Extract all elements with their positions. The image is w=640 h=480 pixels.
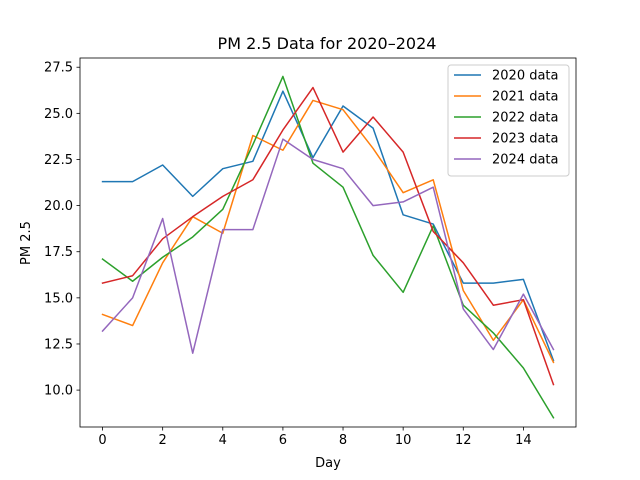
series-line-3: [101, 75, 555, 419]
y-tick-label: 25.0: [44, 107, 73, 122]
legend-label-2: 2021 data: [492, 90, 559, 105]
y-tick-label: 17.5: [44, 245, 73, 260]
x-tick-label: 14: [515, 433, 532, 448]
x-tick-label: 0: [98, 433, 106, 448]
y-tick-label: 20.0: [44, 199, 73, 214]
plot-frame: [79, 57, 577, 428]
legend-box: [447, 64, 570, 177]
chart-title: PM 2.5 Data for 2020–2024: [218, 34, 437, 53]
legend: 2020 data 2021 data 2022 data 2023 data 2024…: [447, 64, 570, 177]
series-line-4: [101, 86, 555, 386]
y-tick-label: 15.0: [44, 291, 73, 306]
x-tick-label: 2: [159, 433, 167, 448]
y-axis-title: PM 2.5: [19, 221, 34, 265]
y-axis: 10.0 12.5 15.0 17.5 20.0 22.5 25.0 27.5: [44, 61, 80, 399]
plot-area: [79, 57, 577, 428]
legend-label-1: 2020 data: [492, 69, 559, 84]
x-tick-label: 10: [395, 433, 412, 448]
y-tick-label: 12.5: [44, 337, 73, 352]
x-tick-label: 12: [455, 433, 472, 448]
x-tick-label: 6: [279, 433, 287, 448]
legend-label-4: 2023 data: [492, 132, 559, 147]
x-tick-label: 8: [339, 433, 347, 448]
y-tick-label: 27.5: [44, 61, 73, 76]
y-tick-label: 22.5: [44, 153, 73, 168]
series-line-5: [101, 138, 555, 354]
x-tick-label: 4: [219, 433, 227, 448]
legend-label-3: 2022 data: [492, 111, 559, 126]
legend-label-5: 2024 data: [492, 153, 559, 168]
x-axis-title: Day: [315, 456, 341, 471]
series-line-2: [101, 99, 555, 364]
y-tick-label: 10.0: [44, 384, 73, 399]
x-axis: 0 2 4 6 8 10 12 14: [98, 427, 532, 448]
